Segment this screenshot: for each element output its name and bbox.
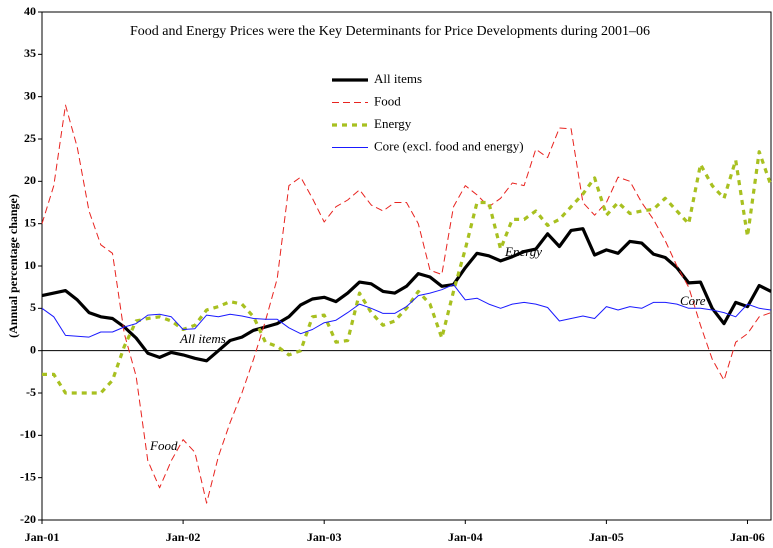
series-line	[41, 104, 772, 504]
series-line	[41, 284, 772, 338]
annotation: Core	[680, 293, 706, 308]
annotation: All items	[179, 331, 226, 346]
legend-label: Core (excl. food and energy)	[374, 138, 524, 153]
x-tick-label: Jan-01	[25, 530, 60, 544]
annotation: Food	[149, 438, 178, 453]
y-tick-label: 25	[24, 131, 36, 145]
series-line	[41, 227, 772, 363]
x-tick-label: Jan-02	[166, 530, 201, 544]
y-tick-label: 30	[24, 88, 36, 102]
x-tick-label: Jan-03	[307, 530, 342, 544]
series-line	[42, 150, 773, 395]
y-tick-label: 10	[24, 258, 36, 272]
y-axis-label: (Annual percentage change)	[6, 194, 20, 338]
x-tick-label: Jan-05	[589, 530, 624, 544]
legend-label: Energy	[374, 116, 412, 131]
y-tick-label: 35	[24, 46, 36, 60]
annotation: Energy	[504, 244, 542, 259]
y-tick-label: -10	[20, 427, 36, 441]
x-tick-label: Jan-04	[448, 530, 483, 544]
chart-title: Food and Energy Prices were the Key Dete…	[130, 24, 650, 39]
legend-label: All items	[374, 71, 422, 86]
y-tick-label: 0	[30, 342, 36, 356]
y-tick-label: 15	[24, 215, 36, 229]
y-tick-label: -5	[26, 385, 36, 399]
y-tick-label: -15	[20, 469, 36, 483]
y-tick-label: -20	[20, 512, 36, 526]
legend-label: Food	[374, 93, 401, 108]
y-tick-label: 20	[24, 173, 36, 187]
y-tick-label: 5	[30, 300, 36, 314]
y-tick-label: 40	[24, 4, 36, 18]
x-tick-label: Jan-06	[730, 530, 765, 544]
